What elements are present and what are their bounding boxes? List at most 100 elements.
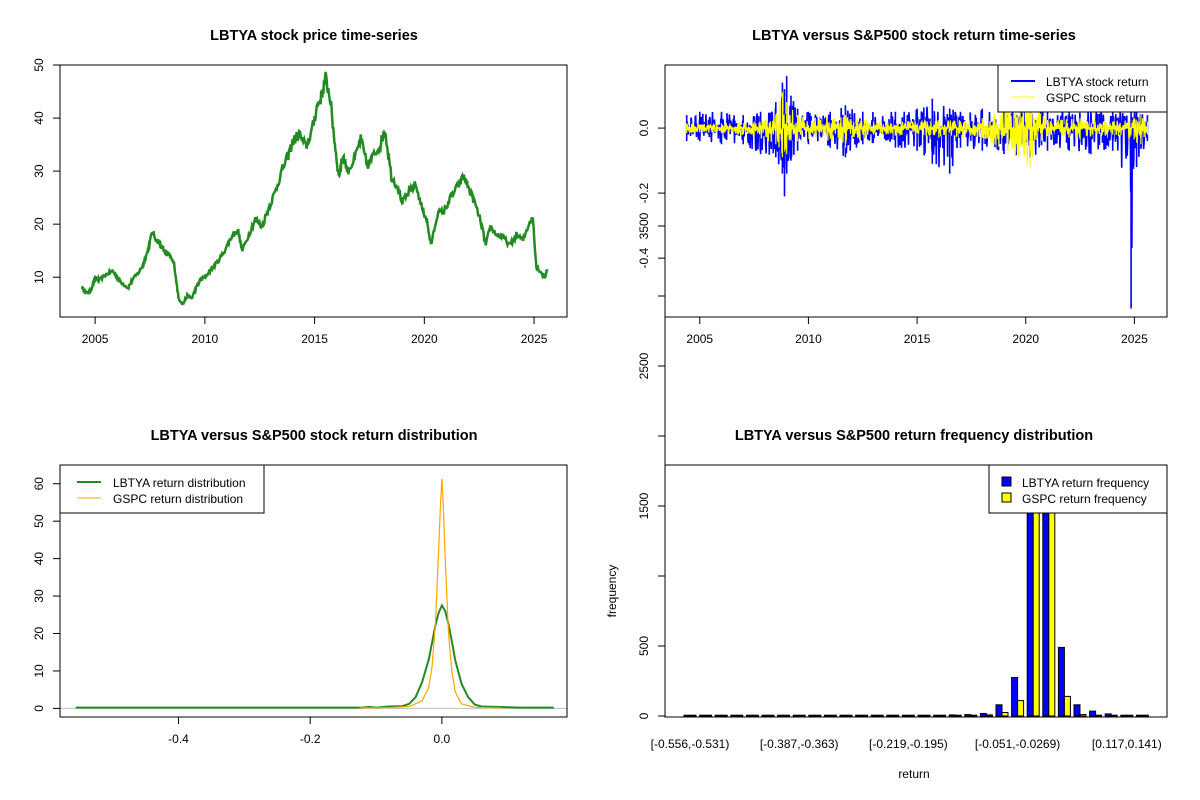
bar-gspc bbox=[1141, 714, 1149, 717]
series-line-gspc-return bbox=[686, 92, 1148, 168]
density-line-lbtya bbox=[75, 603, 554, 709]
bar-gspc bbox=[705, 714, 713, 717]
bar-gspc bbox=[954, 714, 962, 717]
plot-area bbox=[80, 71, 549, 306]
bar-lbtya bbox=[761, 714, 769, 717]
bar-gspc bbox=[1110, 714, 1118, 717]
chart-title: LBTYA stock price time-series bbox=[210, 28, 418, 44]
x-tick-label: -0.2 bbox=[300, 732, 321, 746]
bar-gspc bbox=[845, 714, 853, 717]
x-tick-label: 2020 bbox=[1012, 332, 1039, 346]
bar-gspc bbox=[907, 714, 915, 717]
y-tick-label: -0.4 bbox=[637, 247, 651, 268]
legend-label-gspc: GSPC return distribution bbox=[113, 492, 243, 506]
y-tick-label: 0 bbox=[637, 712, 651, 719]
price-timeseries-panel: LBTYA stock price time-series 2005 2010 20… bbox=[32, 28, 568, 346]
bar-gspc bbox=[923, 714, 931, 717]
x-tick-label: 2015 bbox=[301, 332, 328, 346]
bar-lbtya bbox=[855, 714, 863, 717]
x-tick-label: 2005 bbox=[82, 332, 109, 346]
x-axis: 2005 2010 2015 2020 2025 bbox=[686, 316, 1148, 346]
bar-gspc bbox=[861, 714, 869, 717]
y-tick-label: 1500 bbox=[637, 492, 651, 519]
chart-title: LBTYA versus S&P500 stock return distrib… bbox=[151, 428, 478, 444]
bar-lbtya bbox=[1089, 710, 1097, 717]
bar-lbtya bbox=[777, 714, 785, 717]
bar-gspc bbox=[798, 714, 806, 717]
bar-gspc bbox=[1095, 714, 1103, 717]
legend-label-gspc: GSPC stock return bbox=[1046, 91, 1146, 105]
y-tick-label: 3500 bbox=[637, 212, 651, 239]
legend: LBTYA return distribution GSPC return di… bbox=[59, 464, 265, 514]
legend-swatch-lbtya bbox=[1001, 476, 1012, 487]
y-tick-label: 0.0 bbox=[637, 119, 651, 136]
bar-lbtya bbox=[917, 714, 925, 717]
y-axis: 10 20 30 40 50 bbox=[32, 58, 60, 284]
plot-frame bbox=[59, 64, 568, 318]
legend-box bbox=[988, 464, 1168, 514]
bar-gspc bbox=[985, 714, 993, 717]
legend-swatch-gspc bbox=[1001, 492, 1012, 503]
x-tick-label: -0.4 bbox=[168, 732, 189, 746]
bar-gspc bbox=[829, 714, 837, 717]
y-tick-label: 50 bbox=[32, 58, 46, 72]
x-tick-label: 2005 bbox=[686, 332, 713, 346]
y-axis: -0.4 -0.2 0.0 bbox=[637, 119, 665, 268]
bar-gspc bbox=[814, 714, 822, 717]
bar-lbtya bbox=[1135, 714, 1143, 717]
bar-gspc bbox=[876, 714, 884, 717]
bar-lbtya bbox=[1073, 704, 1081, 717]
bar-lbtya bbox=[901, 714, 909, 717]
legend-label-lbtya: LBTYA return distribution bbox=[113, 476, 246, 490]
bar-gspc bbox=[1126, 714, 1134, 717]
bar-lbtya bbox=[714, 714, 722, 717]
legend: LBTYA stock return GSPC stock return bbox=[997, 64, 1168, 113]
bar-lbtya bbox=[870, 714, 878, 717]
plot-area bbox=[60, 478, 567, 709]
return-frequency-panel: LBTYA versus S&P500 return frequency dis… bbox=[605, 212, 1168, 781]
y-tick-label: -0.2 bbox=[637, 182, 651, 203]
y-tick-label: 500 bbox=[637, 636, 651, 656]
bar-gspc bbox=[720, 714, 728, 717]
bar-lbtya bbox=[995, 704, 1003, 717]
return-distribution-panel: LBTYA versus S&P500 stock return distrib… bbox=[32, 428, 568, 746]
bar-lbtya bbox=[730, 714, 738, 717]
x-axis: 2005 2010 2015 2020 2025 bbox=[82, 316, 548, 346]
bar-lbtya bbox=[1104, 713, 1112, 717]
y-tick-label: 30 bbox=[32, 164, 46, 178]
bar-gspc bbox=[1017, 700, 1025, 717]
chart-title: LBTYA versus S&P500 stock return time-se… bbox=[752, 28, 1076, 44]
bar-gspc bbox=[751, 714, 759, 717]
legend-label-gspc: GSPC return frequency bbox=[1022, 492, 1147, 506]
bar-lbtya bbox=[699, 714, 707, 717]
y-tick-label: 30 bbox=[32, 589, 46, 603]
legend-box bbox=[59, 464, 265, 514]
bar-gspc bbox=[892, 714, 900, 717]
legend: LBTYA return frequency GSPC return frequ… bbox=[988, 464, 1168, 514]
x-tick-label: [0.117,0.141) bbox=[1092, 737, 1162, 751]
y-axis: 0 500 1500 2500 3500 bbox=[637, 212, 666, 719]
bar-gspc bbox=[939, 714, 947, 717]
bar-lbtya bbox=[839, 714, 847, 717]
y-tick-label: 10 bbox=[32, 664, 46, 678]
y-axis: 0 10 20 30 40 50 60 bbox=[32, 477, 60, 712]
bar-gspc bbox=[783, 714, 791, 717]
plot-area bbox=[685, 76, 1149, 309]
bar-lbtya bbox=[933, 714, 941, 717]
bar-lbtya bbox=[792, 714, 800, 717]
bar-lbtya bbox=[964, 714, 972, 717]
legend-label-lbtya: LBTYA stock return bbox=[1046, 75, 1149, 89]
x-tick-label: 2010 bbox=[192, 332, 219, 346]
bar-gspc bbox=[767, 714, 775, 717]
density-line-gspc bbox=[359, 478, 502, 709]
x-tick-label: [-0.051,-0.0269) bbox=[975, 737, 1060, 751]
x-tick-label: [-0.387,-0.363) bbox=[760, 737, 839, 751]
return-timeseries-panel: LBTYA versus S&P500 stock return time-se… bbox=[637, 28, 1168, 346]
x-axis: [-0.556,-0.531) [-0.387,-0.363) [-0.219,-0… bbox=[651, 737, 1162, 751]
bar-gspc bbox=[970, 714, 978, 717]
y-tick-label: 20 bbox=[32, 627, 46, 641]
x-axis: -0.4 -0.2 0.0 bbox=[168, 716, 451, 746]
bar-gspc bbox=[689, 714, 697, 717]
y-tick-label: 2500 bbox=[637, 352, 651, 379]
